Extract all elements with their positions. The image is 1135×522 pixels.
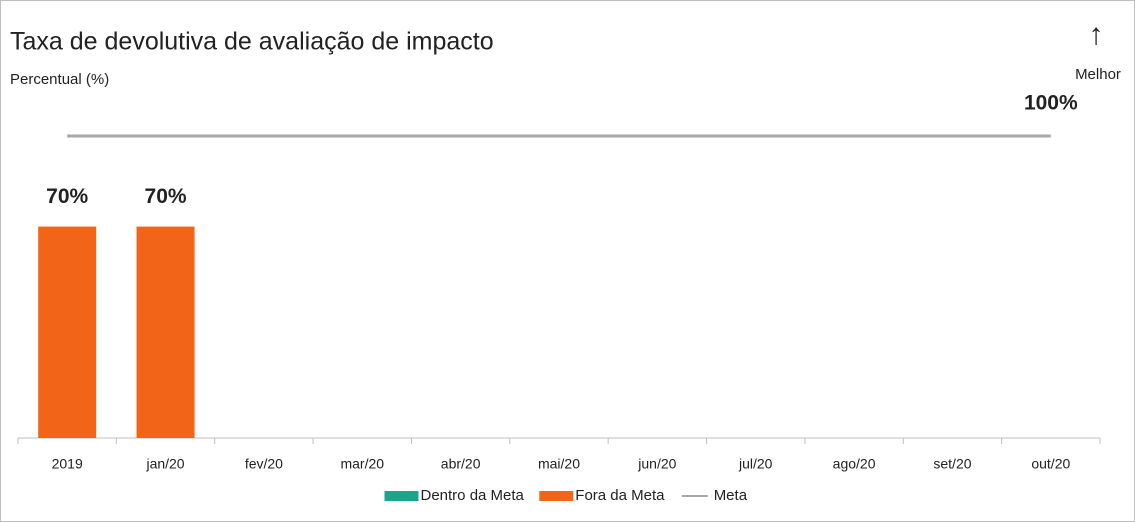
chart-subtitle: Percentual (%) [10,71,109,88]
x-tick-label: ago/20 [833,456,876,472]
legend-swatch [539,491,574,501]
x-tick-label: out/20 [1031,456,1070,472]
x-tick-label: mar/20 [340,456,384,472]
x-tick-label: mai/20 [538,456,580,472]
legend-label: Dentro da Meta [421,487,525,504]
bar [38,226,97,438]
value-label: 70% [145,185,187,208]
bar [136,226,195,438]
x-tick-label: jan/20 [145,456,184,472]
better-label: Melhor [1075,66,1121,83]
x-tick-label: jun/20 [637,456,676,472]
chart-title: Taxa de devolutiva de avaliação de impac… [10,28,494,56]
x-tick-label: abr/20 [441,456,481,472]
legend-label: Fora da Meta [575,487,665,504]
x-tick-label: 2019 [52,456,83,472]
value-label: 70% [46,185,88,208]
legend-label: Meta [714,487,748,504]
x-tick-label: set/20 [933,456,971,472]
legend-swatch [384,491,419,501]
x-tick-label: jul/20 [738,456,773,472]
value-label: 100% [1024,92,1078,115]
x-tick-label: fev/20 [245,456,283,472]
better-arrow: ↑ [1089,18,1104,51]
